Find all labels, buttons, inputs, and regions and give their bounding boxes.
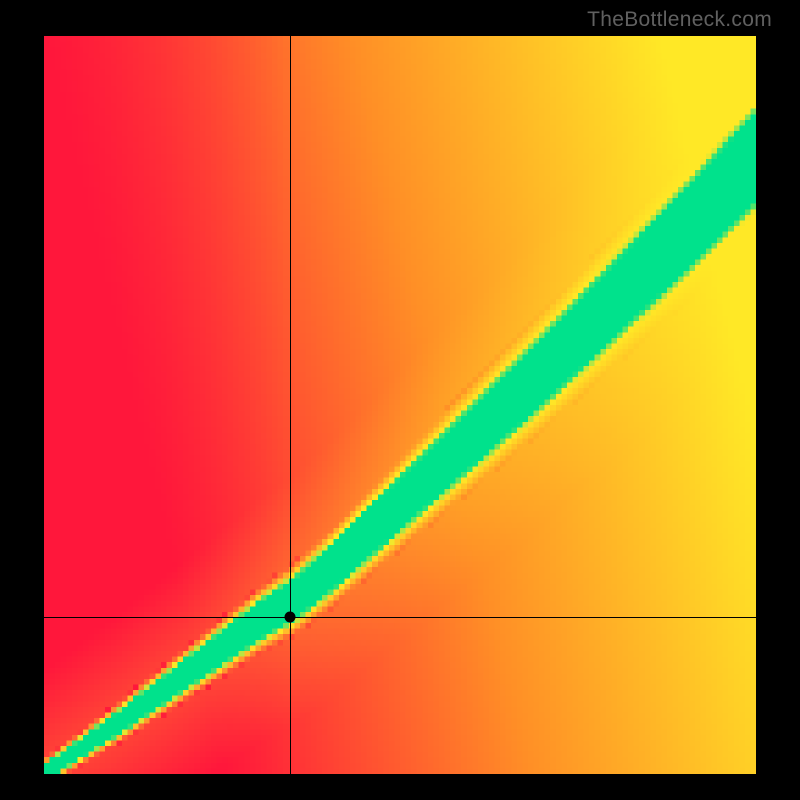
crosshair-marker bbox=[285, 611, 296, 622]
crosshair-horizontal bbox=[44, 617, 756, 618]
crosshair-vertical bbox=[290, 36, 291, 774]
heatmap-plot-area bbox=[44, 36, 756, 774]
heatmap-canvas bbox=[44, 36, 756, 774]
watermark-text: TheBottleneck.com bbox=[587, 8, 772, 32]
